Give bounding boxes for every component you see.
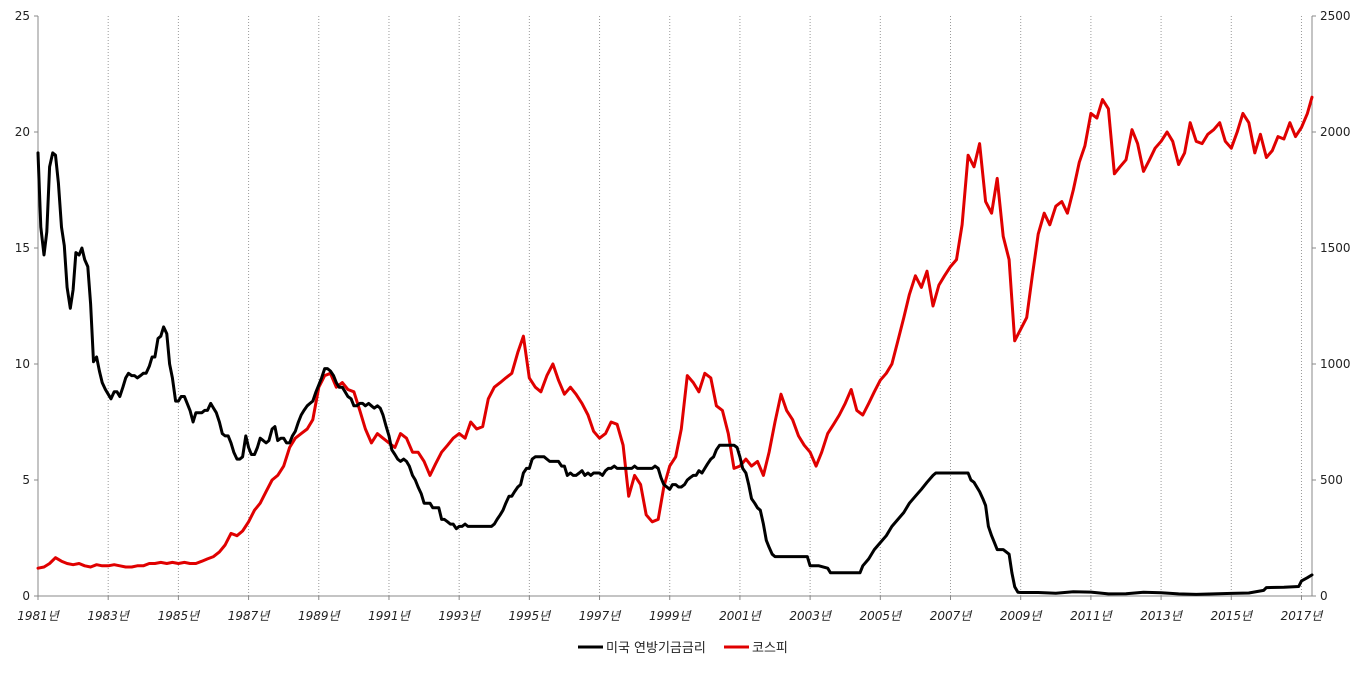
legend: 미국 연방기금금리 코스피 <box>578 641 788 656</box>
x-tick-labels: 1981년 1983년 1985년 1987년 1989년 1991년 1993년 1995년… <box>17 596 1324 623</box>
x-tick-label: 2003년 <box>789 609 833 623</box>
x-tick-label: 1999년 <box>649 609 693 623</box>
x-tick-label: 2007년 <box>930 609 974 623</box>
x-tick-label: 2011년 <box>1070 609 1114 623</box>
y-right-tick-label: 1000 <box>1320 357 1351 371</box>
legend-label-fed-rate: 미국 연방기금금리 <box>606 641 706 656</box>
x-tick-label: 1983년 <box>87 609 131 623</box>
x-tick-label: 2017년 <box>1281 609 1325 623</box>
y-right-tick-label: 0 <box>1320 589 1328 603</box>
y-right-tick-label: 500 <box>1320 473 1343 487</box>
x-tick-label: 1997년 <box>579 609 623 623</box>
left-y-tick-labels: 0 5 10 15 20 25 <box>15 9 38 603</box>
series-line-fed-rate <box>36 151 1314 596</box>
x-tick-label: 1995년 <box>509 609 553 623</box>
y-left-tick-label: 0 <box>22 589 30 603</box>
x-tick-label: 1987년 <box>228 609 272 623</box>
right-y-tick-labels: 0 500 1000 1500 2000 2500 <box>1312 9 1351 603</box>
x-tick-label: 1991년 <box>368 609 412 623</box>
x-tick-label: 1985년 <box>158 609 202 623</box>
series-line-kospi <box>36 95 1314 570</box>
x-tick-label: 1993년 <box>438 609 482 623</box>
vertical-gridlines <box>107 16 1302 596</box>
y-right-tick-label: 1500 <box>1320 241 1351 255</box>
x-tick-label: 2013년 <box>1140 609 1184 623</box>
y-left-tick-label: 25 <box>15 9 30 23</box>
x-tick-label: 1989년 <box>298 609 342 623</box>
x-tick-label: 2015년 <box>1210 609 1254 623</box>
x-tick-label: 1981년 <box>17 609 61 623</box>
series-layer <box>36 95 1314 596</box>
y-right-tick-label: 2500 <box>1320 9 1351 23</box>
x-tick-label: 2001년 <box>719 609 763 623</box>
x-tick-label: 2009년 <box>1000 609 1044 623</box>
y-left-tick-label: 15 <box>15 241 30 255</box>
y-left-tick-label: 5 <box>22 473 30 487</box>
y-left-tick-label: 10 <box>15 357 30 371</box>
x-tick-label: 2005년 <box>860 609 904 623</box>
legend-label-kospi: 코스피 <box>752 641 788 656</box>
y-right-tick-label: 2000 <box>1320 125 1351 139</box>
y-left-tick-label: 20 <box>15 125 30 139</box>
